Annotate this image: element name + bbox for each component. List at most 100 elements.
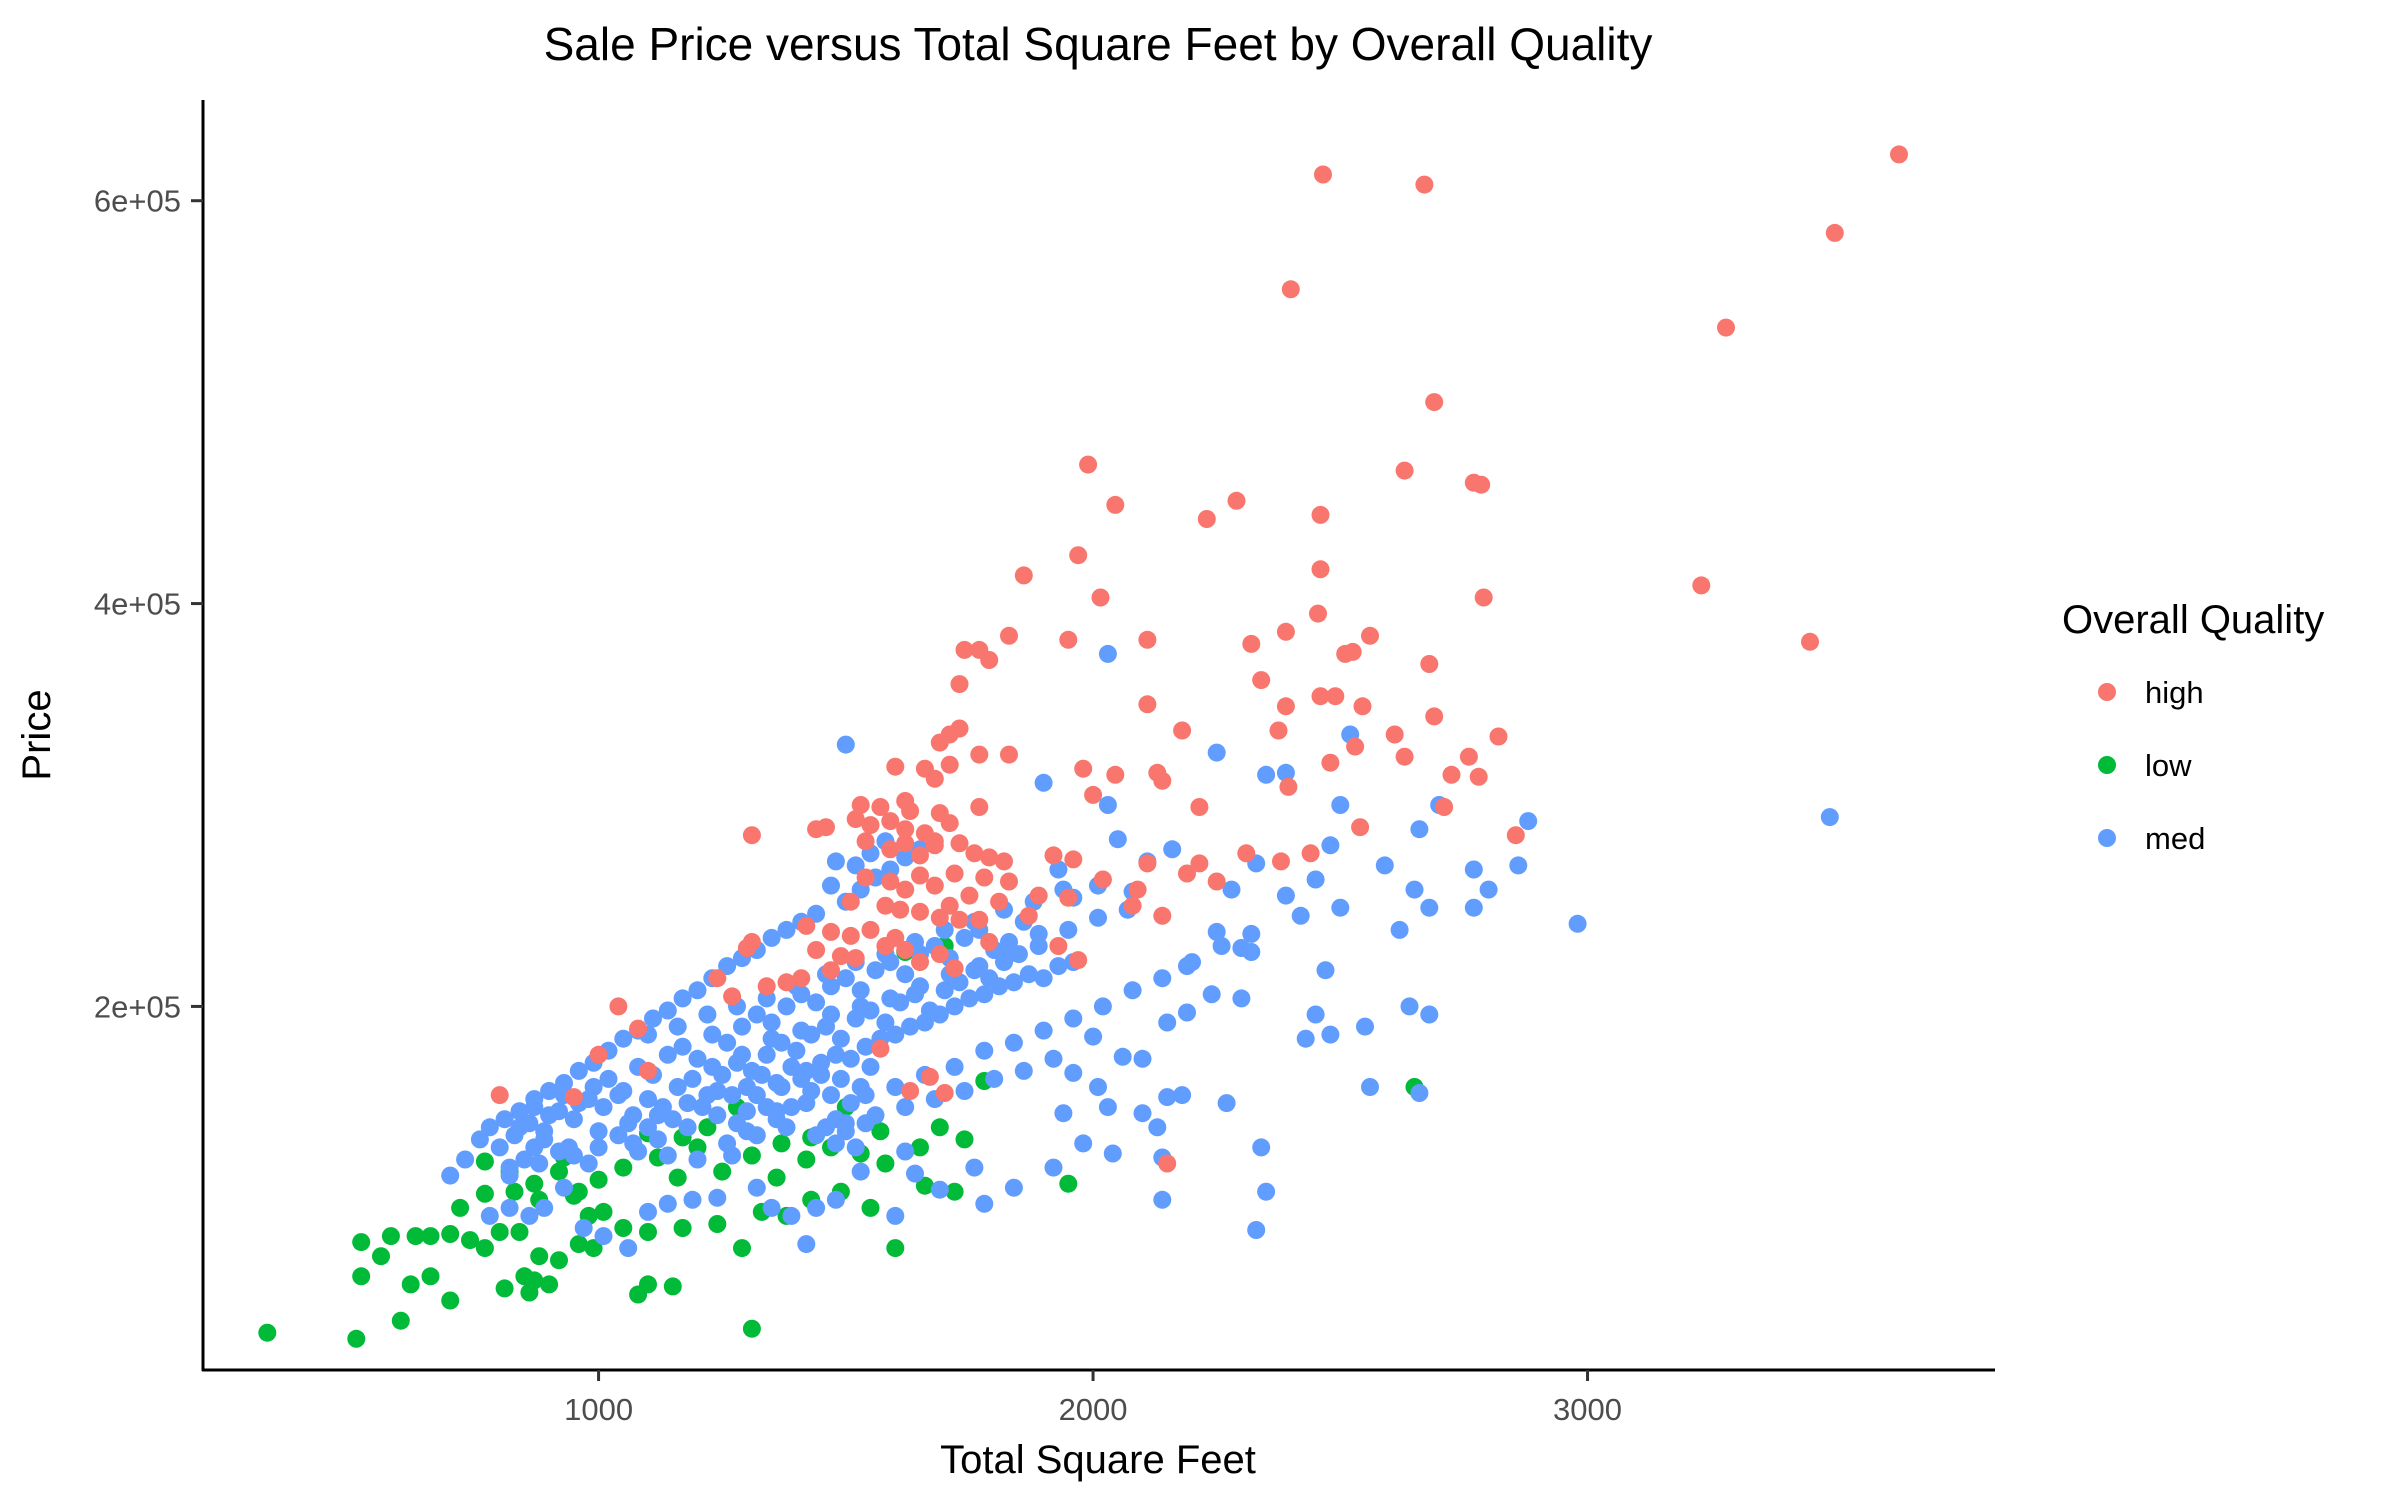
- data-point-med: [772, 1078, 791, 1096]
- data-point-high: [970, 798, 989, 816]
- data-point-med: [762, 1029, 781, 1048]
- data-point-med: [782, 1206, 801, 1225]
- data-point-med: [960, 989, 979, 1008]
- data-point-med: [1103, 1144, 1122, 1163]
- data-point-low: [871, 1122, 890, 1141]
- data-point-med: [629, 1142, 648, 1161]
- data-point-med: [975, 985, 994, 1004]
- data-point-low: [945, 1182, 964, 1201]
- data-point-med: [965, 1158, 984, 1177]
- data-point-high: [846, 949, 865, 968]
- data-point-high: [1178, 864, 1196, 883]
- data-point-high: [896, 834, 915, 853]
- data-point-high: [1425, 707, 1444, 726]
- data-point-med: [861, 1057, 880, 1076]
- data-point-med: [856, 1114, 875, 1133]
- data-point-med: [1361, 1078, 1379, 1096]
- data-point-med: [594, 1098, 613, 1117]
- data-point-high: [1326, 687, 1345, 706]
- chart-title: Sale Price versus Total Square Feet by O…: [544, 18, 1653, 70]
- data-point-high: [1272, 852, 1290, 871]
- data-point-med: [1276, 886, 1295, 905]
- data-point-med: [619, 1114, 638, 1133]
- data-point-high: [1459, 747, 1478, 766]
- data-point-med: [1153, 1190, 1172, 1209]
- data-point-high: [871, 1039, 890, 1058]
- data-point-med: [510, 1102, 529, 1121]
- data-point-med: [911, 977, 929, 996]
- data-point-high: [965, 844, 984, 863]
- data-point-med: [817, 1118, 835, 1137]
- data-point-high: [881, 872, 900, 891]
- data-point-med: [945, 1057, 964, 1076]
- data-point-high: [1106, 495, 1125, 514]
- data-point-high: [901, 802, 920, 820]
- data-point-med: [1331, 796, 1350, 814]
- data-point-med: [792, 1021, 811, 1040]
- data-point-med: [530, 1154, 549, 1173]
- data-point-low: [441, 1225, 460, 1243]
- data-point-med: [802, 1082, 821, 1100]
- data-point-med: [1232, 989, 1251, 1008]
- data-point-high: [742, 826, 761, 845]
- legend-items: high low med: [2098, 675, 2205, 856]
- data-point-med: [1089, 1078, 1107, 1096]
- data-point-low: [614, 1158, 633, 1177]
- data-point-high: [980, 848, 999, 867]
- data-point-low: [525, 1174, 544, 1193]
- data-point-high: [871, 798, 890, 816]
- data-point-med: [851, 1078, 870, 1096]
- data-point-high: [945, 864, 964, 883]
- data-point-low: [406, 1227, 425, 1246]
- data-point-med: [678, 1118, 697, 1137]
- data-point-high: [1237, 844, 1256, 863]
- data-point-high: [742, 933, 761, 951]
- data-point-high: [1890, 145, 1908, 164]
- data-point-high: [975, 868, 994, 887]
- data-point-med: [831, 1069, 850, 1088]
- data-point-high: [1173, 721, 1192, 740]
- data-point-med: [757, 1098, 776, 1117]
- data-point-med: [767, 1110, 786, 1129]
- data-point-low: [861, 1198, 880, 1217]
- data-point-med: [658, 1045, 677, 1064]
- data-point-low: [391, 1311, 410, 1330]
- data-point-low: [772, 1134, 791, 1153]
- data-point-med: [678, 1094, 697, 1113]
- data-point-med: [1148, 1118, 1167, 1137]
- x-ticks: 1000 2000 3000: [564, 1370, 1622, 1427]
- data-point-med: [1183, 953, 1201, 972]
- data-point-med: [1247, 1221, 1266, 1239]
- data-point-high: [1158, 1154, 1177, 1173]
- data-point-high: [1242, 634, 1261, 653]
- data-point-med: [1049, 860, 1068, 879]
- data-point-high: [1279, 777, 1298, 796]
- data-point-med: [599, 1069, 618, 1088]
- data-point-med: [1004, 1033, 1023, 1052]
- data-point-med: [1004, 1178, 1023, 1197]
- legend-label-med: med: [2145, 821, 2205, 856]
- data-point-med: [653, 1098, 672, 1117]
- data-point-med: [1064, 1009, 1083, 1028]
- data-point-high: [1472, 475, 1491, 494]
- data-point-med: [1291, 906, 1310, 925]
- data-point-high: [940, 814, 959, 833]
- data-point-high: [950, 675, 969, 694]
- data-point-low: [713, 1162, 732, 1181]
- data-point-high: [1351, 818, 1370, 837]
- data-point-low: [540, 1275, 559, 1294]
- data-point-high: [841, 892, 860, 911]
- data-point-med: [1098, 1098, 1117, 1117]
- data-point-high: [1281, 280, 1300, 299]
- data-point-high: [639, 1061, 657, 1080]
- data-point-med: [639, 1202, 657, 1221]
- data-point-med: [718, 1033, 737, 1052]
- data-point-med: [1044, 1049, 1063, 1068]
- data-point-high: [841, 926, 860, 945]
- data-point-high: [940, 755, 959, 774]
- data-point-med: [826, 1045, 845, 1064]
- data-point-high: [911, 902, 929, 921]
- data-point-med: [658, 1001, 677, 1020]
- data-point-med: [555, 1178, 573, 1197]
- data-point-med: [1252, 1138, 1271, 1157]
